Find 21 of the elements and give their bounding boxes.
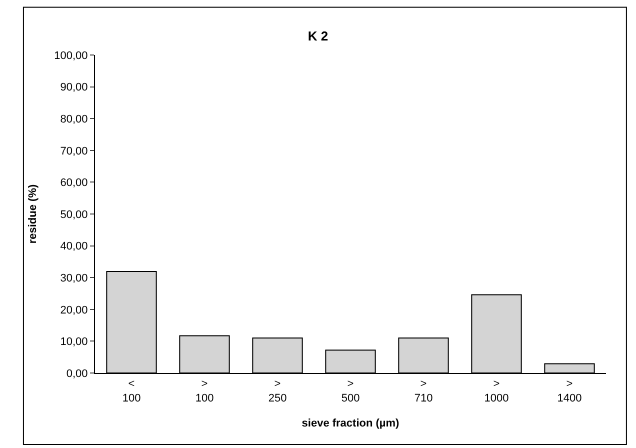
x-tick-label: > 710 (414, 378, 433, 404)
x-tick-label: < 100 (122, 378, 141, 404)
y-tick-label: 80,00 (60, 113, 88, 126)
y-tick-label: 0,00 (66, 368, 88, 380)
x-tick-label: > 500 (341, 378, 360, 404)
y-tick-label: 100,00 (54, 50, 88, 62)
y-tick-label: 70,00 (60, 145, 88, 158)
chart-title: K 2 (308, 28, 328, 44)
x-tick-label: > 1000 (484, 378, 509, 404)
y-tick-label: 30,00 (60, 272, 88, 284)
y-axis-title: residue (%) (26, 184, 39, 244)
y-tick-label: 10,00 (60, 336, 88, 348)
x-tick-label: > 1400 (557, 378, 582, 404)
x-axis-title: sieve fraction (µm) (302, 418, 400, 430)
y-tick-label: 60,00 (60, 177, 88, 190)
y-tick-label: 90,00 (60, 82, 88, 94)
y-tick-label: 20,00 (60, 304, 88, 316)
y-tick-label: 40,00 (60, 240, 88, 253)
x-tick-label: > 250 (268, 378, 287, 404)
y-tick-label: 50,00 (60, 208, 88, 221)
x-tick-label: > 100 (195, 378, 214, 404)
